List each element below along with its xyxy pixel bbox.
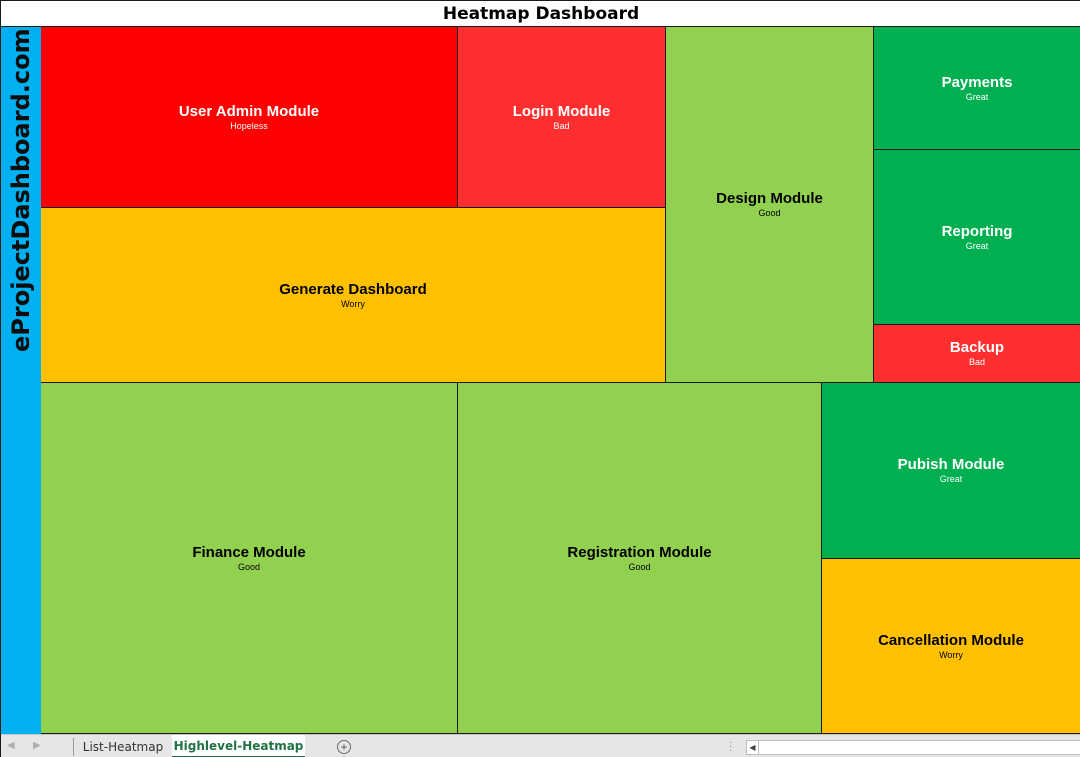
add-sheet-icon[interactable]: + [337,740,351,754]
tile-finance-module[interactable]: Finance Module Good [41,383,458,734]
tile-name: Pubish Module [897,456,1005,473]
tile-name: Cancellation Module [878,631,1024,649]
tab-list-heatmap[interactable]: List-Heatmap [82,739,164,754]
tile-publish-module[interactable]: Pubish Module Great [822,383,1080,559]
tile-status: Great [965,91,989,102]
tile-backup[interactable]: Backup Bad [874,325,1080,383]
tile-status: Bad [968,357,985,367]
brand-sidebar: eProjectDashboard.com [1,27,42,734]
tile-name: Payments [941,73,1013,91]
brand-text: eProjectDashboard.com [7,28,35,352]
tab-highlevel-heatmap[interactable]: Highlevel-Heatmap [172,735,305,757]
tile-reporting[interactable]: Reporting Great [874,150,1080,325]
tile-user-admin-module[interactable]: User Admin Module Hopeless [41,27,458,208]
tile-name: Reporting [941,223,1013,240]
tile-name: Generate Dashboard [279,280,427,298]
tile-status: Great [939,474,963,484]
tile-status: Worry [939,649,963,660]
tile-name: Design Module [716,190,823,207]
tile-design-module[interactable]: Design Module Good [666,27,874,383]
dashboard-title: Heatmap Dashboard [442,3,640,24]
tab-separator [73,738,74,756]
tile-cancellation-module[interactable]: Cancellation Module Worry [822,559,1080,734]
sheet-tab-bar: ◀ ▶ List-Heatmap Highlevel-Heatmap + · · ·… [1,734,1080,757]
dashboard-title-bar: Heatmap Dashboard [1,1,1080,27]
tile-registration-module[interactable]: Registration Module Good [458,383,822,734]
tile-status: Good [237,561,261,572]
tile-status: Great [965,241,989,251]
tile-payments[interactable]: Payments Great [874,27,1080,150]
tile-name: User Admin Module [178,102,320,120]
tile-name: Finance Module [192,543,306,561]
horizontal-scrollbar[interactable]: ◀ [746,740,1080,755]
scroll-left-icon[interactable]: ◀ [747,741,759,754]
tile-generate-dashboard[interactable]: Generate Dashboard Worry [41,208,666,383]
next-sheet-icon[interactable]: ▶ [33,740,41,751]
tile-status: Good [758,208,781,218]
tab-split-handle[interactable]: · · · [729,737,733,756]
tile-status: Good [628,561,651,572]
tile-login-module[interactable]: Login Module Bad [458,27,666,208]
tile-name: Registration Module [567,543,712,561]
tile-name: Login Module [512,102,611,120]
tile-name: Backup [949,339,1005,356]
tile-status: Hopeless [230,120,268,131]
tile-status: Worry [341,298,365,309]
prev-sheet-icon[interactable]: ◀ [7,740,15,751]
tile-status: Bad [553,120,570,131]
